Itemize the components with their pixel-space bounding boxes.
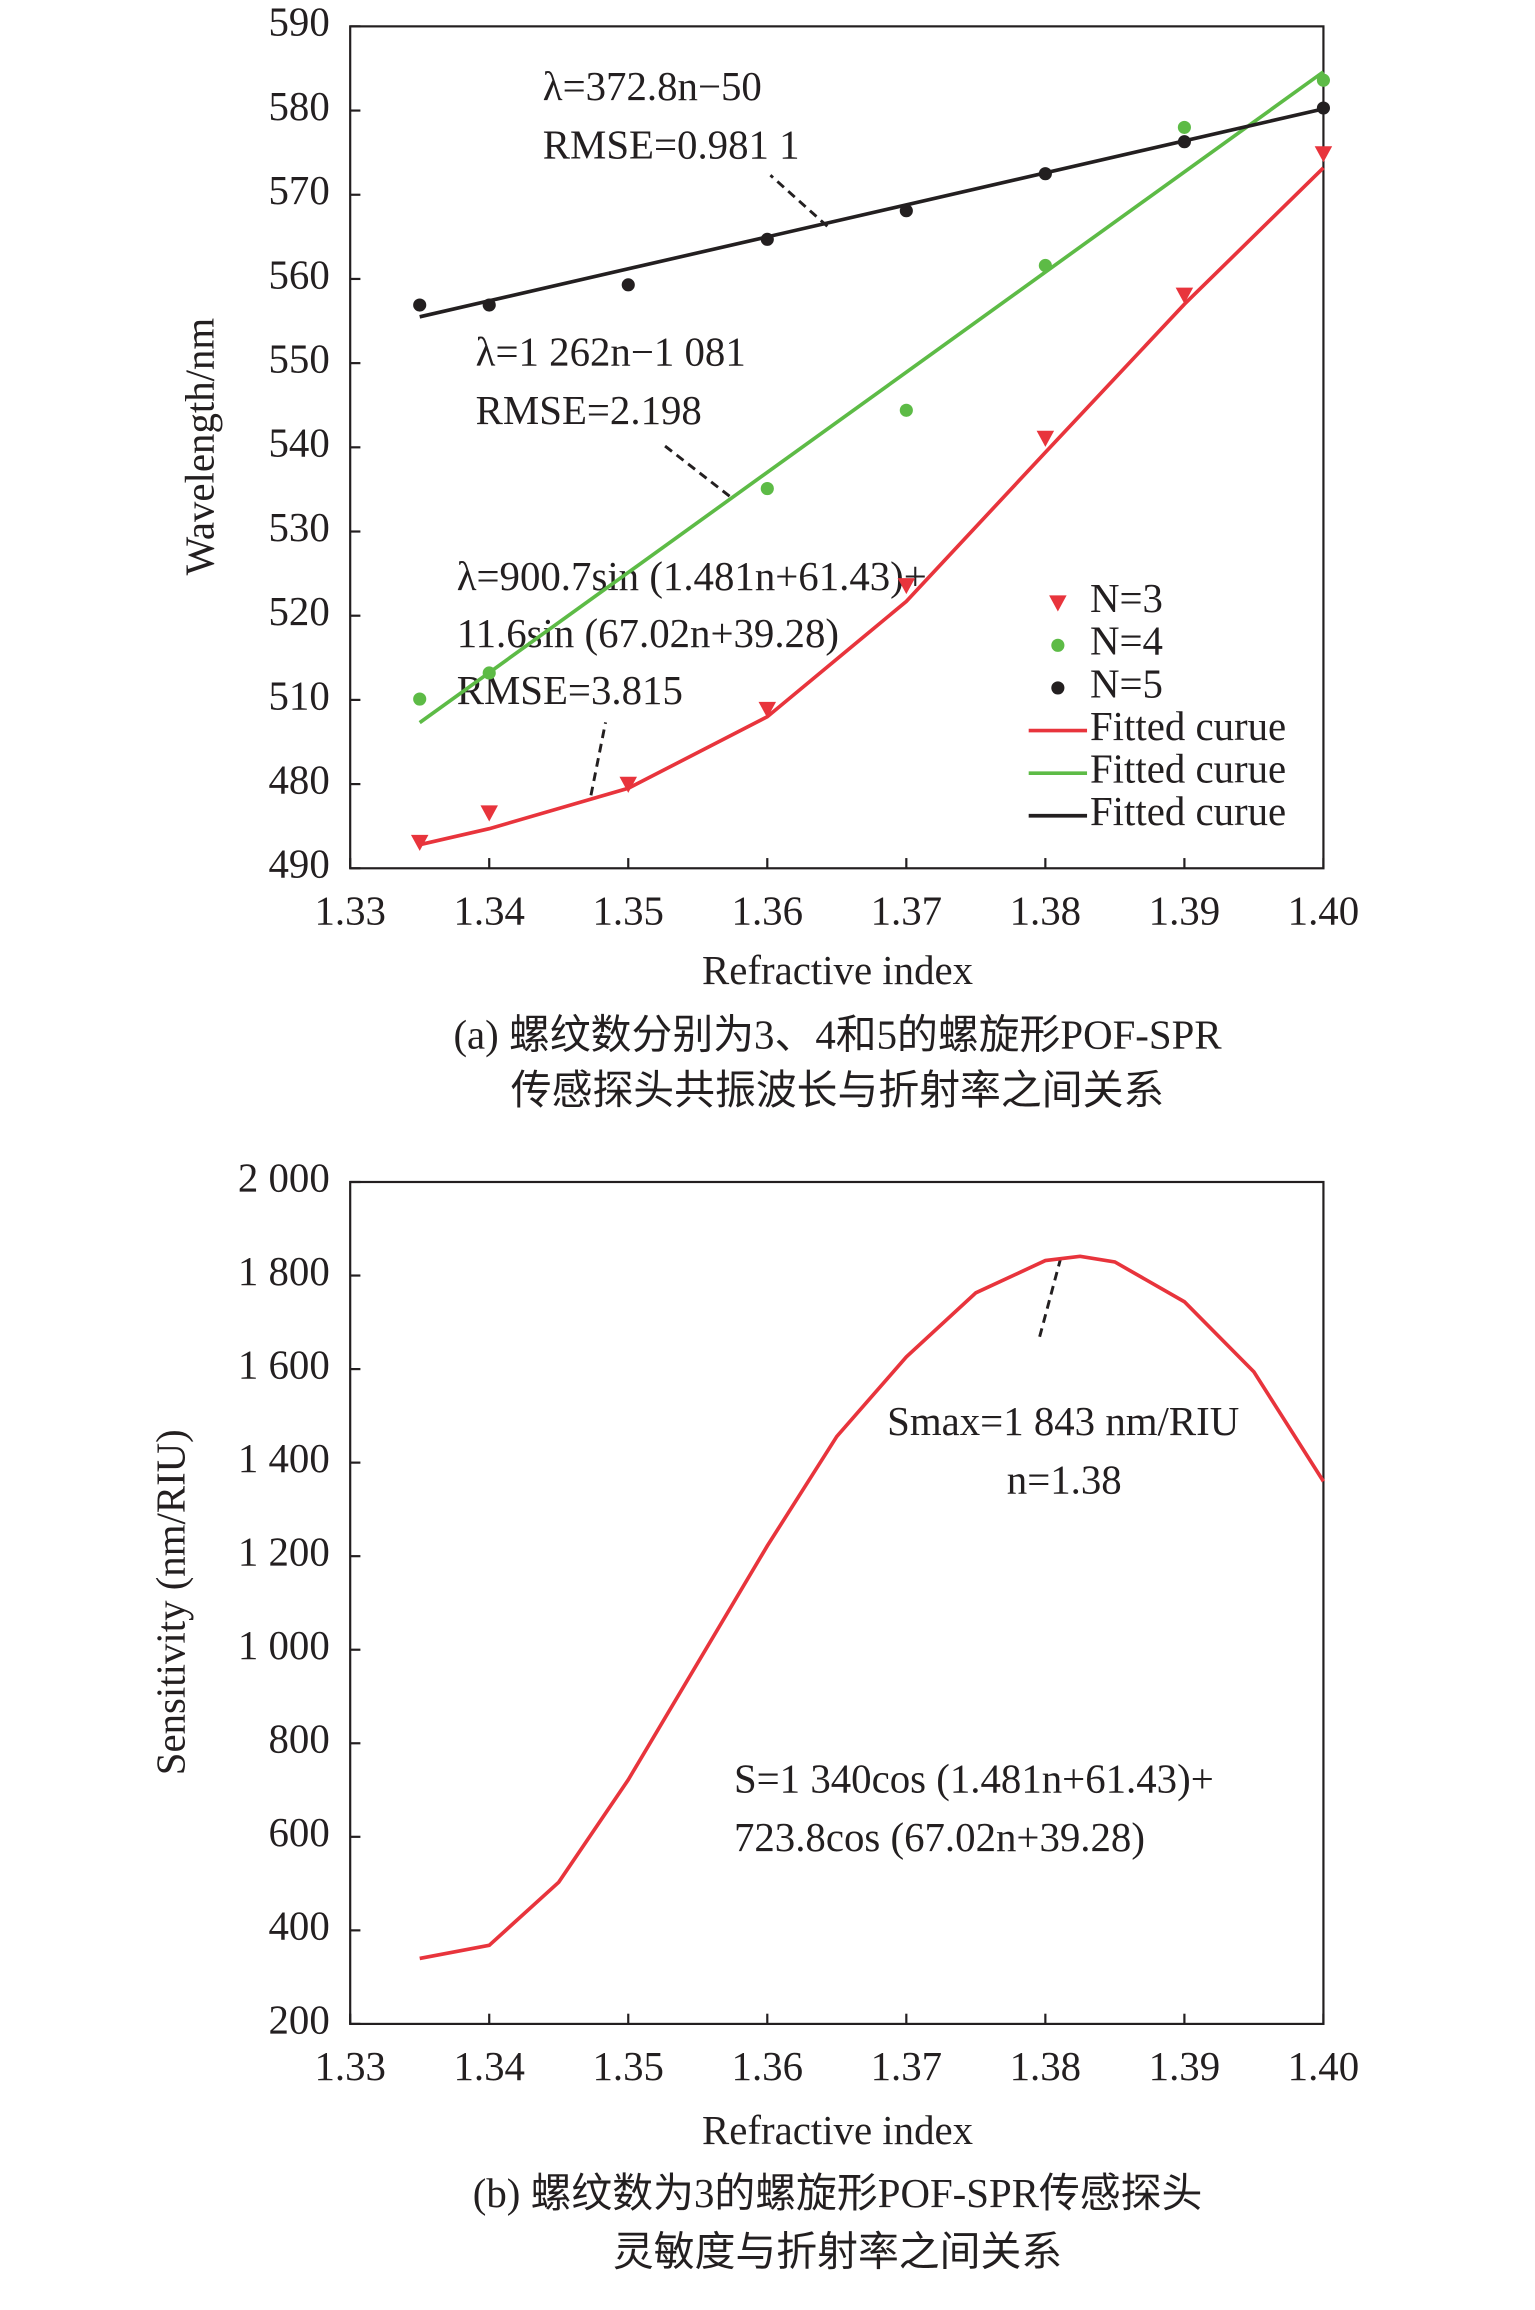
legend-label: N=4 — [1090, 619, 1163, 664]
x-tick-label: 1.38 — [1010, 2044, 1081, 2089]
data-point — [760, 482, 774, 496]
y-tick-label: 520 — [268, 589, 329, 634]
x-tick-label: 1.35 — [593, 888, 664, 933]
plot-frame — [349, 1180, 1325, 2026]
data-point — [899, 403, 913, 417]
y-tick-label: 530 — [268, 505, 329, 550]
fitted-curve — [419, 166, 1325, 847]
y-tick-label: 800 — [268, 1717, 329, 1762]
y-axis-label: Sensitivity (nm/RIU) — [148, 1429, 193, 1775]
data-point — [1175, 287, 1194, 304]
arrow — [589, 722, 607, 796]
annotation: RMSE=2.198 — [476, 388, 702, 433]
caption: (b) 螺纹数为3的螺旋形POF-SPR传感探头 — [473, 2171, 1203, 2216]
annotation: λ=372.8n−50 — [543, 64, 762, 109]
caption: 传感探头共振波长与折射率之间关系 — [511, 1068, 1165, 1113]
legend-label: Fitted curue — [1090, 747, 1286, 792]
y-tick-label: 590 — [268, 0, 329, 45]
y-tick-label: 480 — [268, 757, 329, 802]
x-tick-label: 1.34 — [453, 888, 524, 933]
legend-label: N=5 — [1090, 661, 1163, 706]
y-tick-label: 580 — [268, 84, 329, 129]
x-tick-label: 1.40 — [1288, 2044, 1359, 2089]
data-point — [413, 692, 427, 706]
y-tick-label: 1 200 — [238, 1530, 330, 1575]
y-tick-label: 1 600 — [238, 1342, 330, 1387]
data-point — [1316, 73, 1330, 87]
y-tick-label: 510 — [268, 673, 329, 718]
x-tick-label: 1.36 — [732, 888, 803, 933]
y-tick-label: 600 — [268, 1810, 329, 1855]
data-point — [621, 278, 635, 292]
data-point — [619, 776, 638, 793]
x-tick-label: 1.38 — [1010, 888, 1081, 933]
annotation: Smax=1 843 nm/RIU — [887, 1399, 1239, 1444]
data-point — [1177, 120, 1191, 134]
x-tick-label: 1.40 — [1288, 888, 1359, 933]
y-tick-label: 570 — [268, 168, 329, 213]
y-axis-label: Wavelength/nm — [178, 318, 223, 576]
x-tick-label: 1.36 — [732, 2044, 803, 2089]
caption: 灵敏度与折射率之间关系 — [613, 2229, 1062, 2274]
fitted-curve — [419, 107, 1324, 319]
y-tick-label: 540 — [268, 421, 329, 466]
y-tick-label: 400 — [268, 1904, 329, 1949]
x-tick-label: 1.35 — [593, 2044, 664, 2089]
data-point — [413, 298, 427, 312]
annotation: 11.6sin (67.02n+39.28) — [457, 611, 839, 656]
x-tick-label: 1.37 — [871, 888, 942, 933]
annotation: 723.8cos (67.02n+39.28) — [734, 1815, 1145, 1860]
arrow — [769, 174, 829, 228]
legend-marker — [1051, 681, 1065, 695]
y-tick-label: 1 800 — [238, 1249, 330, 1294]
data-point — [1316, 101, 1330, 115]
x-tick-label: 1.39 — [1149, 888, 1220, 933]
annotation: λ=1 262n−1 081 — [476, 330, 746, 375]
curve — [419, 1254, 1325, 1961]
arrow — [663, 443, 731, 498]
y-tick-label: 490 — [268, 842, 329, 887]
annotation: S=1 340cos (1.481n+61.43)+ — [734, 1757, 1214, 1802]
annotation: RMSE=0.981 1 — [543, 122, 800, 167]
x-tick-label: 1.34 — [453, 2044, 524, 2089]
y-tick-label: 2 000 — [238, 1155, 330, 1200]
legend-marker — [1051, 638, 1065, 652]
data-point — [758, 701, 777, 718]
arrow — [1037, 1257, 1063, 1340]
y-tick-label: 1 400 — [238, 1436, 330, 1481]
x-tick-label: 1.33 — [314, 888, 385, 933]
x-tick-label: 1.39 — [1149, 2044, 1220, 2089]
x-axis-label: Refractive index — [702, 948, 973, 993]
fitted-curve — [418, 70, 1325, 725]
x-tick-label: 1.33 — [314, 2044, 385, 2089]
legend-label: Fitted curue — [1090, 704, 1286, 749]
data-point — [1314, 146, 1333, 163]
y-tick-label: 200 — [268, 1997, 329, 2042]
legend-label: Fitted curue — [1090, 789, 1286, 834]
data-point — [480, 805, 498, 822]
annotation: λ=900.7sin (1.481n+61.43)+ — [457, 554, 927, 599]
x-tick-label: 1.37 — [871, 2044, 942, 2089]
y-tick-label: 560 — [268, 252, 329, 297]
y-tick-label: 1 000 — [238, 1623, 330, 1668]
data-point — [1036, 430, 1055, 447]
x-axis-label: Refractive index — [702, 2108, 973, 2153]
y-tick-label: 550 — [268, 337, 329, 382]
legend-marker — [1049, 595, 1067, 612]
legend-label: N=3 — [1090, 576, 1163, 621]
annotation: n=1.38 — [1007, 1457, 1122, 1502]
caption: (a) 螺纹数分别为3、4和5的螺旋形POF-SPR — [453, 1012, 1222, 1057]
data-point — [897, 578, 916, 595]
